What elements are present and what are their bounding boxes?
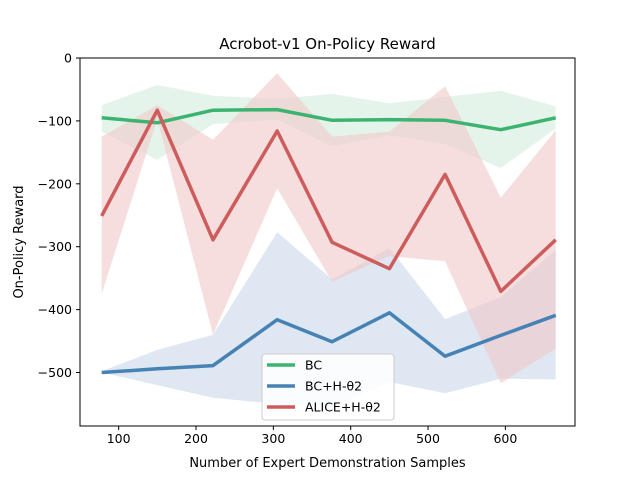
x-axis-ticks: 100 200 300 400 500 600 xyxy=(107,426,517,446)
chart-title: Acrobot-v1 On-Policy Reward xyxy=(219,35,436,53)
legend: BC BC+H-θ2 ALICE+H-θ2 xyxy=(261,353,395,421)
x-tick-label: 500 xyxy=(416,431,440,446)
x-axis-title: Number of Expert Demonstration Samples xyxy=(189,456,466,471)
y-tick-label: −100 xyxy=(38,113,72,128)
x-tick-label: 400 xyxy=(339,431,363,446)
legend-box xyxy=(261,353,395,421)
y-tick-label: −300 xyxy=(38,239,72,254)
plot-frame xyxy=(79,57,576,427)
legend-label-bc: BC xyxy=(305,358,322,373)
y-tick-label: −400 xyxy=(38,302,72,317)
x-tick-label: 200 xyxy=(184,431,208,446)
y-axis-title: On-Policy Reward xyxy=(12,185,27,298)
y-tick-label: −500 xyxy=(38,365,72,380)
legend-label-alice-h-2: ALICE+H-θ2 xyxy=(305,400,381,415)
x-tick-label: 100 xyxy=(107,431,131,446)
y-tick-label: 0 xyxy=(64,51,72,66)
y-tick-label: −200 xyxy=(38,176,72,191)
x-tick-label: 600 xyxy=(493,431,517,446)
series-lines xyxy=(100,107,557,375)
legend-label-bc-h-2: BC+H-θ2 xyxy=(305,379,362,394)
band-alice-h-2 xyxy=(101,73,556,384)
x-tick-label: 300 xyxy=(261,431,285,446)
y-axis-ticks: 0 −100 −200 −300 −400 −500 xyxy=(38,51,80,380)
